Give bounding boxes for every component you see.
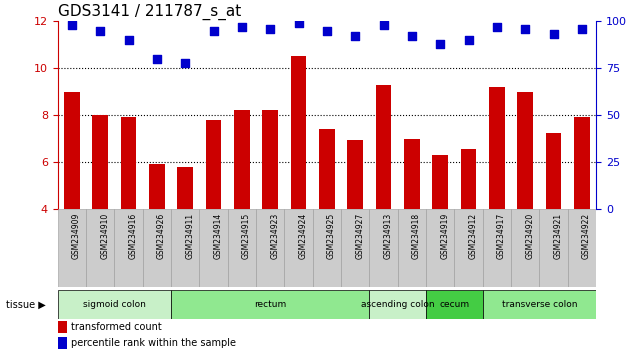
Point bbox=[208, 28, 219, 34]
Bar bbox=[517, 92, 533, 209]
Text: GSM234910: GSM234910 bbox=[100, 213, 109, 259]
Bar bbox=[149, 164, 165, 209]
Bar bbox=[92, 115, 108, 209]
Bar bbox=[228, 209, 256, 287]
Text: tissue ▶: tissue ▶ bbox=[6, 299, 46, 309]
Text: transverse colon: transverse colon bbox=[502, 300, 577, 309]
Bar bbox=[398, 209, 426, 287]
Bar bbox=[341, 209, 369, 287]
Point bbox=[492, 24, 502, 30]
Bar bbox=[319, 129, 335, 209]
Point bbox=[407, 33, 417, 39]
Text: GSM234925: GSM234925 bbox=[327, 213, 336, 259]
Bar bbox=[86, 209, 114, 287]
Bar bbox=[234, 110, 250, 209]
Bar bbox=[114, 209, 143, 287]
Bar bbox=[426, 209, 454, 287]
Bar bbox=[540, 209, 568, 287]
Text: GSM234926: GSM234926 bbox=[157, 213, 166, 259]
Point bbox=[549, 32, 559, 37]
Bar bbox=[369, 209, 398, 287]
Text: GSM234922: GSM234922 bbox=[582, 213, 591, 259]
Bar bbox=[347, 140, 363, 209]
Bar bbox=[178, 167, 193, 209]
Bar bbox=[285, 209, 313, 287]
Text: GSM234916: GSM234916 bbox=[129, 213, 138, 259]
Text: GSM234921: GSM234921 bbox=[554, 213, 563, 259]
Point bbox=[67, 22, 77, 28]
Text: rectum: rectum bbox=[254, 300, 287, 309]
Bar bbox=[199, 209, 228, 287]
Bar bbox=[461, 149, 476, 209]
Text: GSM234918: GSM234918 bbox=[412, 213, 421, 259]
Bar bbox=[64, 92, 79, 209]
Bar bbox=[404, 138, 420, 209]
Text: transformed count: transformed count bbox=[71, 322, 162, 332]
Bar bbox=[171, 209, 199, 287]
Bar bbox=[574, 118, 590, 209]
Bar bbox=[58, 209, 86, 287]
Text: GSM234909: GSM234909 bbox=[72, 213, 81, 259]
Bar bbox=[256, 209, 285, 287]
Point bbox=[180, 60, 190, 65]
Point bbox=[322, 28, 332, 34]
Bar bbox=[58, 290, 171, 319]
Point bbox=[520, 26, 530, 32]
Text: cecum: cecum bbox=[439, 300, 469, 309]
Text: GSM234913: GSM234913 bbox=[383, 213, 392, 259]
Bar bbox=[454, 209, 483, 287]
Bar bbox=[313, 209, 341, 287]
Text: GSM234914: GSM234914 bbox=[213, 213, 222, 259]
Bar bbox=[58, 337, 67, 349]
Point bbox=[378, 22, 388, 28]
Text: GSM234920: GSM234920 bbox=[525, 213, 535, 259]
Bar bbox=[58, 321, 67, 333]
Bar bbox=[262, 110, 278, 209]
Bar bbox=[171, 290, 369, 319]
Text: GDS3141 / 211787_s_at: GDS3141 / 211787_s_at bbox=[58, 4, 241, 20]
Text: GSM234912: GSM234912 bbox=[469, 213, 478, 259]
Bar bbox=[568, 209, 596, 287]
Bar bbox=[376, 85, 392, 209]
Text: GSM234927: GSM234927 bbox=[355, 213, 364, 259]
Bar bbox=[546, 133, 562, 209]
Point bbox=[152, 56, 162, 62]
Bar bbox=[143, 209, 171, 287]
Bar bbox=[121, 118, 137, 209]
Bar bbox=[483, 290, 596, 319]
Point bbox=[435, 41, 445, 47]
Text: GSM234924: GSM234924 bbox=[299, 213, 308, 259]
Bar bbox=[433, 155, 448, 209]
Point bbox=[294, 20, 304, 26]
Text: GSM234915: GSM234915 bbox=[242, 213, 251, 259]
Point bbox=[95, 28, 105, 34]
Point bbox=[237, 24, 247, 30]
Bar bbox=[369, 290, 426, 319]
Bar bbox=[483, 209, 511, 287]
Bar bbox=[426, 290, 483, 319]
Point bbox=[350, 33, 360, 39]
Text: GSM234917: GSM234917 bbox=[497, 213, 506, 259]
Bar bbox=[489, 87, 504, 209]
Text: sigmoid colon: sigmoid colon bbox=[83, 300, 146, 309]
Point bbox=[463, 37, 474, 43]
Point bbox=[124, 37, 134, 43]
Bar bbox=[291, 56, 306, 209]
Bar bbox=[511, 209, 540, 287]
Text: ascending colon: ascending colon bbox=[361, 300, 435, 309]
Point bbox=[577, 26, 587, 32]
Text: GSM234911: GSM234911 bbox=[185, 213, 194, 259]
Point bbox=[265, 26, 276, 32]
Text: GSM234919: GSM234919 bbox=[440, 213, 449, 259]
Bar bbox=[206, 120, 221, 209]
Text: percentile rank within the sample: percentile rank within the sample bbox=[71, 338, 236, 348]
Text: GSM234923: GSM234923 bbox=[271, 213, 279, 259]
